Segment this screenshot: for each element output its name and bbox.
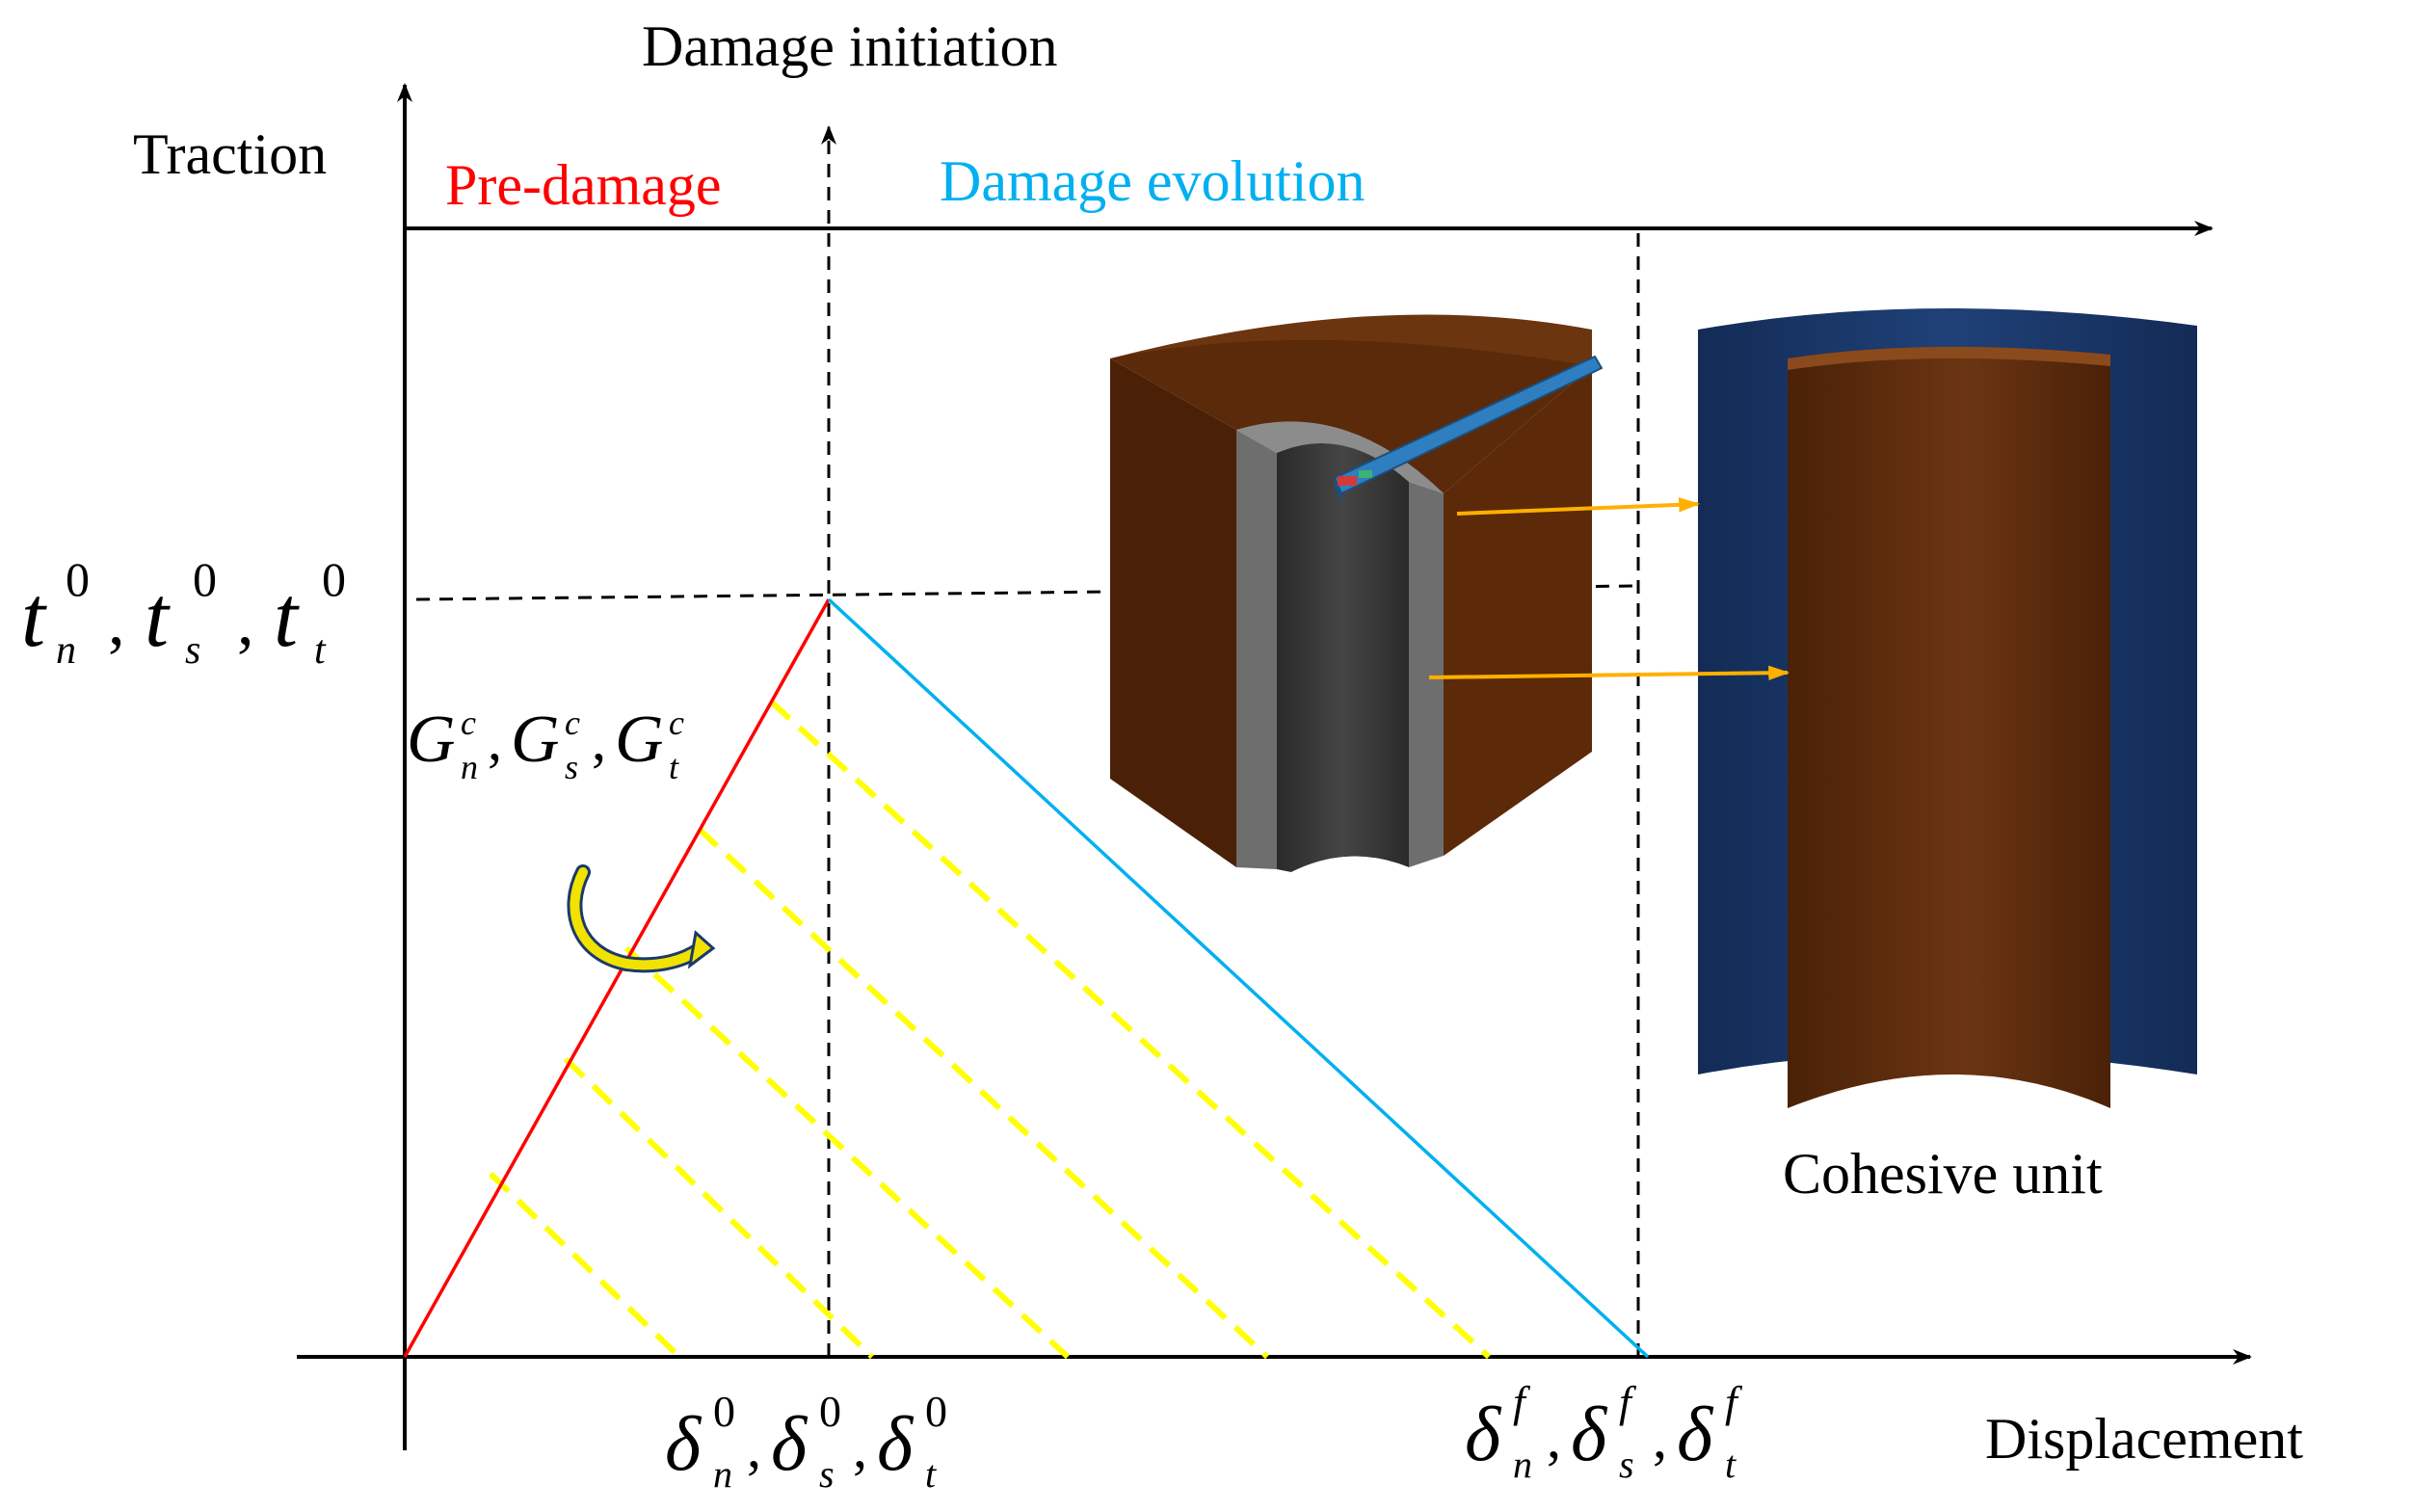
svg-text:,: ,: [853, 1416, 867, 1479]
svg-text:t: t: [274, 570, 300, 665]
svg-text:δ: δ: [1465, 1393, 1502, 1477]
svg-text:,: ,: [1547, 1406, 1561, 1470]
formation-top-face: [1110, 314, 1592, 366]
svg-text:δ: δ: [665, 1402, 703, 1487]
svg-text:,: ,: [237, 585, 254, 659]
cohesive-unit-model: [1698, 307, 2197, 1108]
svg-text:0: 0: [193, 552, 217, 606]
svg-text:δ: δ: [877, 1402, 915, 1487]
svg-text:t: t: [145, 570, 171, 665]
svg-text:c: c: [669, 703, 684, 742]
svg-text:δ: δ: [1571, 1393, 1608, 1477]
pipe-interior: [1277, 443, 1409, 872]
formation-right-face: [1444, 366, 1592, 856]
svg-text:,: ,: [108, 585, 125, 659]
formation-left-face: [1110, 358, 1236, 867]
svg-text:0: 0: [66, 552, 90, 606]
rotate-arrow-icon: [567, 864, 716, 973]
initiation-displacement-label: δ n 0 , δ s 0 , δ t 0: [665, 1387, 947, 1496]
svg-text:0: 0: [713, 1387, 735, 1436]
fracture-energy-hatching: [488, 699, 1492, 1360]
svg-text:t: t: [1725, 1443, 1737, 1486]
svg-text:n: n: [713, 1452, 732, 1496]
pre-damage-label: Pre-damage: [445, 153, 722, 217]
svg-text:G: G: [511, 703, 560, 777]
fracture-energy-label: G n c , G s c , G t c: [407, 703, 684, 786]
svg-text:f: f: [1513, 1377, 1531, 1426]
svg-text:t: t: [669, 748, 679, 786]
svg-text:n: n: [56, 628, 76, 673]
peak-traction-line: [415, 584, 1636, 601]
svg-text:t: t: [925, 1452, 937, 1496]
svg-text:f: f: [1725, 1377, 1743, 1426]
svg-text:s: s: [1619, 1443, 1634, 1486]
damage-evolution-curve: [827, 597, 1650, 1359]
svg-text:s: s: [185, 628, 200, 673]
damage-initiation-label: Damage initiation: [642, 14, 1058, 78]
cohesive-inner-core: [1788, 346, 2110, 1108]
y-axis-label: Traction: [133, 122, 327, 186]
svg-text:s: s: [565, 748, 578, 786]
svg-text:G: G: [615, 703, 664, 777]
cohesive-unit-label: Cohesive unit: [1783, 1142, 2103, 1206]
svg-text:δ: δ: [1677, 1393, 1714, 1477]
svg-text:,: ,: [1653, 1406, 1667, 1470]
pointer-arrow-icon: [1456, 497, 1701, 516]
svg-text:f: f: [1619, 1377, 1637, 1426]
svg-text:,: ,: [488, 708, 502, 772]
x-axis-label: Displacement: [1985, 1407, 2303, 1471]
damage-evolution-label: Damage evolution: [940, 149, 1366, 213]
svg-text:,: ,: [592, 708, 606, 772]
pointer-arrow-icon: [1428, 665, 1790, 680]
wellbore-model: [1110, 314, 1604, 877]
svg-text:G: G: [407, 703, 456, 777]
svg-text:,: ,: [747, 1416, 761, 1479]
svg-text:0: 0: [925, 1387, 947, 1436]
svg-text:0: 0: [819, 1387, 841, 1436]
svg-text:t: t: [314, 628, 327, 673]
svg-text:s: s: [819, 1452, 835, 1496]
svg-text:n: n: [1513, 1443, 1532, 1486]
svg-text:δ: δ: [771, 1402, 809, 1487]
cement-ring-left: [1236, 430, 1277, 869]
svg-text:t: t: [21, 570, 47, 665]
svg-text:c: c: [461, 703, 476, 742]
peak-traction-label: t n 0 , t s 0 , t t 0: [21, 552, 346, 673]
cement-ring-right: [1409, 482, 1444, 867]
svg-text:0: 0: [322, 552, 346, 606]
pre-damage-curve: [403, 598, 831, 1358]
svg-text:c: c: [565, 703, 580, 742]
svg-text:n: n: [461, 748, 478, 786]
failure-displacement-label: δ n f , δ s f , δ t f: [1465, 1377, 1743, 1486]
